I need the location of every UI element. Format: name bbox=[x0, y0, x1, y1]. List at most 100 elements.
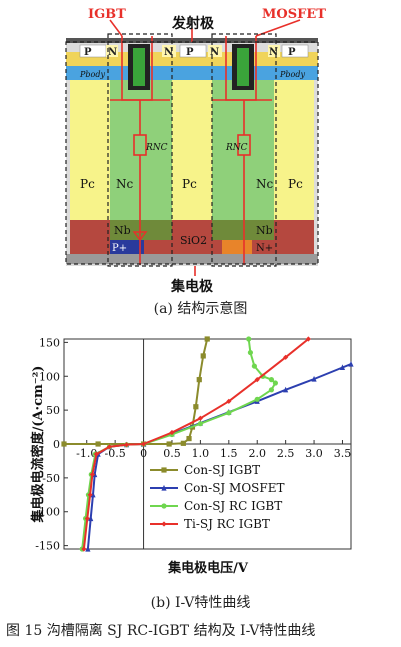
mosfet-wiring bbox=[212, 19, 301, 265]
legend: Con-SJ IGBT Con-SJ MOSFET Con-SJ RC IGBT Ti… bbox=[150, 463, 284, 531]
x-tick-label: 2.0 bbox=[248, 447, 266, 460]
series-point bbox=[311, 375, 317, 382]
collector-label: 集电极 bbox=[170, 278, 214, 295]
series-point bbox=[247, 349, 254, 356]
sio2-label: SiO2 bbox=[180, 234, 207, 247]
y-axis-label: 集电极电流密度/(A·cm⁻²) bbox=[30, 366, 46, 524]
pbody-label-right: Pbody bbox=[279, 70, 305, 79]
nb-layer-right bbox=[212, 220, 274, 240]
series-point bbox=[204, 336, 210, 342]
series-point bbox=[268, 387, 275, 393]
series-point bbox=[226, 410, 232, 416]
n-mid2-label: N bbox=[210, 47, 219, 58]
terminal-lead bbox=[191, 28, 196, 276]
legend-entry: Con-SJ IGBT bbox=[184, 463, 260, 477]
pc-column-mid bbox=[172, 80, 212, 220]
y-tick-label: -150 bbox=[35, 540, 60, 553]
series-layer bbox=[61, 336, 354, 552]
igbt-label: IGBT bbox=[88, 7, 126, 22]
nb-label-right: Nb bbox=[256, 224, 273, 237]
pbody-label-left: Pbody bbox=[79, 70, 105, 79]
x-tick-label: 1.0 bbox=[192, 447, 210, 460]
n-mid1-label: N bbox=[164, 47, 173, 58]
pplus-region bbox=[110, 240, 144, 254]
n-contact-left bbox=[106, 45, 118, 57]
legend-entry: Con-SJ RC IGBT bbox=[184, 499, 282, 513]
diode-symbol bbox=[132, 231, 148, 242]
series-point bbox=[140, 441, 147, 447]
series-point bbox=[272, 380, 279, 386]
mosfet-label: MOSFET bbox=[262, 7, 326, 22]
pc-label-left: Pc bbox=[80, 177, 95, 191]
series-point bbox=[339, 364, 346, 371]
x-tick-labels: -1.0 -0.5 0 0.5 1.0 1.5 2.0 2.5 3.0 3.5 bbox=[76, 440, 351, 460]
series-point bbox=[196, 377, 202, 383]
series-point bbox=[166, 441, 172, 447]
pc-label-right: Pc bbox=[288, 177, 303, 191]
y-tick-label: -100 bbox=[35, 506, 60, 519]
nc-label-right: Nc bbox=[256, 177, 274, 191]
series-point bbox=[251, 363, 257, 369]
series-point bbox=[87, 492, 93, 498]
series-point bbox=[93, 451, 99, 457]
p-mid-label: P bbox=[186, 47, 194, 58]
series-point bbox=[246, 336, 252, 342]
series-3 bbox=[81, 336, 311, 552]
x-tick-label: 1.5 bbox=[220, 447, 238, 460]
series-point bbox=[89, 471, 96, 478]
x-tick-label: 3.0 bbox=[305, 447, 323, 460]
nc-column-left bbox=[110, 80, 172, 220]
nb-label-left: Nb bbox=[114, 224, 131, 237]
y-tick-label: 50 bbox=[46, 404, 60, 417]
nb-layer-left bbox=[110, 220, 172, 240]
subcaption-b: (b) I-V特性曲线 bbox=[150, 595, 251, 611]
x-tick-label: 2.5 bbox=[277, 447, 295, 460]
series-point bbox=[283, 386, 289, 393]
series-point bbox=[186, 435, 192, 442]
series-point bbox=[61, 441, 67, 447]
y-tick-labels: -150 -100 -50 0 50 100 150 bbox=[35, 336, 68, 553]
emitter-label: 发射极 bbox=[171, 15, 215, 32]
series-point bbox=[88, 515, 94, 522]
rnc-label-right: RNC bbox=[225, 143, 248, 153]
series-point bbox=[95, 441, 101, 447]
series-point bbox=[348, 360, 354, 367]
figure-caption: 图 15 沟槽隔离 SJ RC-IGBT 结构及 I-V特性曲线 bbox=[6, 623, 316, 639]
igbt-cell-box bbox=[107, 33, 173, 267]
legend-marker bbox=[161, 484, 167, 491]
y-tick-label: -50 bbox=[42, 472, 60, 485]
n-contact-right bbox=[268, 45, 280, 57]
legend-entry: Ti-SJ RC IGBT bbox=[184, 517, 270, 531]
pplus-label: P+ bbox=[112, 243, 127, 254]
series-point bbox=[180, 440, 186, 446]
nc-label-left: Nc bbox=[116, 177, 134, 191]
p-left-label: P bbox=[84, 47, 92, 58]
x-tick-label: -0.5 bbox=[105, 447, 126, 460]
structure-schematic: IGBT MOSFET 发射极 集电极 P N N P N N P Pbody … bbox=[65, 7, 326, 295]
series-point bbox=[84, 515, 90, 522]
series-line bbox=[82, 338, 310, 550]
x-tick-label: 0.5 bbox=[163, 447, 181, 460]
collector-metal bbox=[66, 254, 318, 264]
p-contact-mid bbox=[179, 44, 207, 58]
p-contact-right bbox=[281, 44, 309, 58]
series-point bbox=[81, 546, 87, 552]
y-tick-label: 100 bbox=[39, 370, 60, 383]
x-axis-label: 集电极电压/V bbox=[167, 560, 249, 576]
series-point bbox=[268, 377, 275, 383]
pc-label-mid: Pc bbox=[182, 177, 197, 191]
legend-entry: Con-SJ MOSFET bbox=[184, 481, 284, 495]
legend-marker bbox=[161, 503, 167, 509]
x-tick-label: 0 bbox=[140, 447, 147, 460]
series-point bbox=[200, 353, 206, 359]
legend-marker bbox=[161, 521, 167, 527]
series-point bbox=[305, 336, 311, 342]
device-dashed-outline bbox=[65, 41, 319, 265]
series-point bbox=[85, 545, 91, 552]
series-point bbox=[254, 396, 260, 402]
subcaption-a: (a) 结构示意图 bbox=[153, 301, 248, 317]
series-point bbox=[90, 491, 96, 498]
nplus-label: N+ bbox=[256, 243, 273, 254]
nplus-region bbox=[222, 240, 252, 254]
x-tick-label: 3.5 bbox=[334, 447, 352, 460]
